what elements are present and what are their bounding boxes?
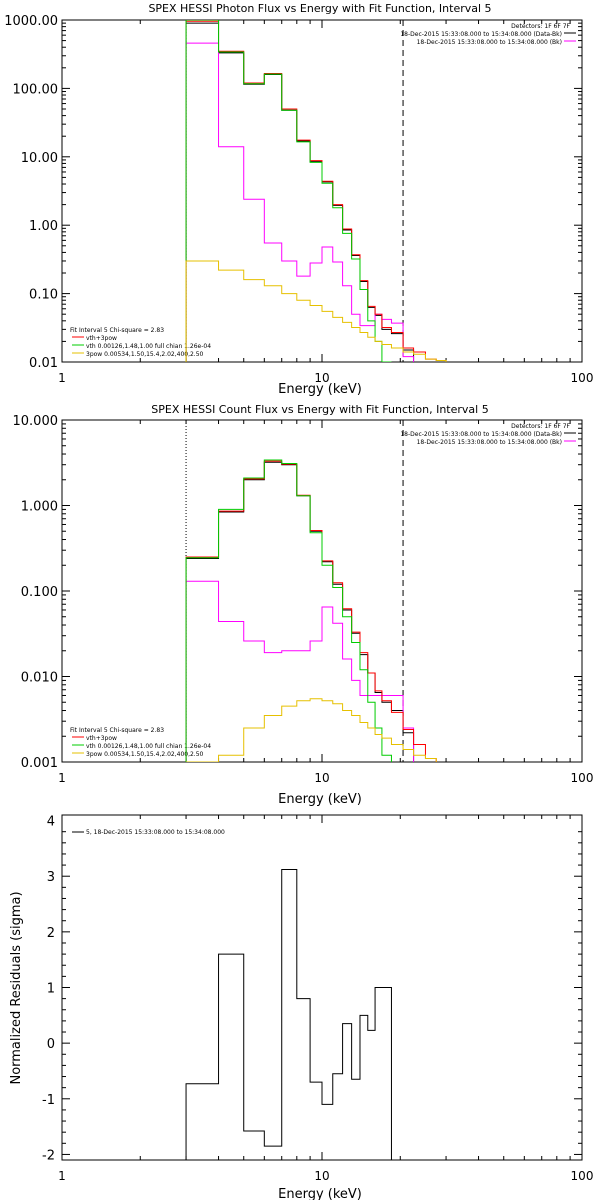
legend-top-data: 18-Dec-2015 15:33:08.000 to 15:34:08.000… xyxy=(400,31,562,38)
x-tick-label: 10 xyxy=(314,771,329,785)
legend-top-bk: 18-Dec-2015 15:33:08.000 to 15:34:08.000… xyxy=(417,439,562,446)
fit-interval-label: Fit Interval 5 Chi-square = 2.83 xyxy=(70,327,164,334)
series-vth-3pow-line xyxy=(185,20,447,362)
y-tick-label: 3 xyxy=(47,870,55,885)
series-vth-line xyxy=(185,459,392,762)
x-tick-label: 1 xyxy=(58,771,66,785)
y-tick-label: 100.00 xyxy=(13,82,59,97)
y-tick-label: 0.10 xyxy=(29,288,58,303)
y-tick-label: -1 xyxy=(42,1093,55,1108)
y-tick-label: 2 xyxy=(47,926,55,941)
series-3pow-line xyxy=(185,260,447,362)
detectors-label: Detectors: 1F 6F 7F xyxy=(511,23,570,30)
y-tick-label: 10.00 xyxy=(21,151,58,166)
y-tick-label: 1000.00 xyxy=(4,14,58,29)
y-tick-label: 0.010 xyxy=(21,671,58,686)
y-tick-label: 0.100 xyxy=(21,585,58,600)
plot-frame xyxy=(61,419,583,763)
y-tick-label: 4 xyxy=(47,815,55,830)
y-tick-label: 1.000 xyxy=(21,500,58,515)
x-tick-label: 1 xyxy=(58,1169,66,1183)
fit-interval-label: Fit Interval 5 Chi-square = 2.83 xyxy=(70,727,164,734)
y-tick-label: 1 xyxy=(47,982,55,997)
series-vth-3pow-line xyxy=(185,460,437,762)
residuals-legend: 5, 18-Dec-2015 15:33:08.000 to 15:34:08.… xyxy=(86,829,225,836)
series-bk-line xyxy=(185,42,415,362)
plot-frame xyxy=(61,814,583,1161)
y-tick-label: 0 xyxy=(47,1037,55,1052)
photon-flux-panel: SPEX HESSI Photon Flux vs Energy with Fi… xyxy=(4,2,593,397)
series-data-bk-line xyxy=(185,22,415,362)
legend-item-fit: vth+3pow xyxy=(86,335,117,342)
series-vth-line xyxy=(185,20,392,362)
legend-item-vth: vth 0.00126,1.48,1.00 full chian 1.26e-0… xyxy=(86,743,211,750)
x-axis-label: Energy (keV) xyxy=(278,792,362,807)
legend-item-3pow: 3pow 0.00534,1.50,15.4,2.02,400,2.50 xyxy=(86,351,204,358)
x-tick-label: 100 xyxy=(571,371,594,385)
series-3pow-line xyxy=(186,698,437,762)
y-tick-label: 0.01 xyxy=(29,356,58,371)
chart-title: SPEX HESSI Count Flux vs Energy with Fit… xyxy=(151,403,488,416)
y-tick-label: 0.001 xyxy=(21,756,58,771)
x-tick-label: 100 xyxy=(571,771,594,785)
y-tick-label: 1.00 xyxy=(29,219,58,234)
residuals-panel: Energy (keV) Normalized Residuals (sigma… xyxy=(9,814,594,1200)
legend-item-vth: vth 0.00126,1.48,1.00 full chian 1.26e-0… xyxy=(86,343,211,350)
legend-item-fit: vth+3pow xyxy=(86,735,117,742)
x-tick-label: 10 xyxy=(314,1169,329,1183)
x-axis-label: Energy (keV) xyxy=(278,382,362,397)
y-tick-label: -2 xyxy=(42,1148,55,1163)
x-axis-label: Energy (keV) xyxy=(278,1187,362,1200)
legend-item-3pow: 3pow 0.00534,1.50,15.4,2.02,400,2.50 xyxy=(86,751,204,758)
chart-title: SPEX HESSI Photon Flux vs Energy with Fi… xyxy=(148,2,491,15)
x-tick-label: 10 xyxy=(314,371,329,385)
x-tick-label: 100 xyxy=(571,1169,594,1183)
count-flux-panel: SPEX HESSI Count Flux vs Energy with Fit… xyxy=(13,403,594,807)
series-data-bk-line xyxy=(185,461,415,762)
detectors-label: Detectors: 1F 6F 7F xyxy=(511,423,570,430)
legend-top-bk: 18-Dec-2015 15:33:08.000 to 15:34:08.000… xyxy=(417,39,562,46)
legend-top-data: 18-Dec-2015 15:33:08.000 to 15:34:08.000… xyxy=(400,431,562,438)
y-axis-label: Normalized Residuals (sigma) xyxy=(9,891,24,1084)
series-residuals-line xyxy=(185,869,392,1160)
x-tick-label: 1 xyxy=(58,371,66,385)
y-tick-label: 10.000 xyxy=(13,414,59,429)
